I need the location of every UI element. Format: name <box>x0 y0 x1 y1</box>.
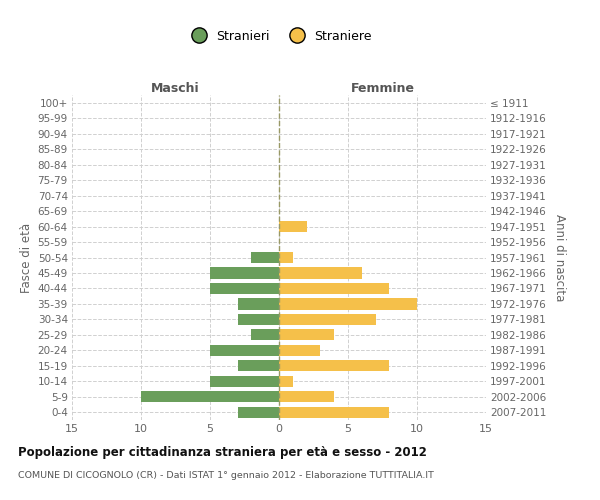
Bar <box>251 252 279 263</box>
Text: Maschi: Maschi <box>151 82 200 95</box>
Bar <box>279 268 362 278</box>
Bar <box>279 314 376 325</box>
Bar <box>210 345 279 356</box>
Bar <box>141 391 279 402</box>
Y-axis label: Fasce di età: Fasce di età <box>20 222 34 292</box>
Text: Popolazione per cittadinanza straniera per età e sesso - 2012: Popolazione per cittadinanza straniera p… <box>18 446 427 459</box>
Y-axis label: Anni di nascita: Anni di nascita <box>553 214 566 301</box>
Bar <box>210 376 279 387</box>
Bar <box>279 391 334 402</box>
Bar <box>279 376 293 387</box>
Bar <box>238 406 279 418</box>
Bar <box>238 360 279 372</box>
Legend: Stranieri, Straniere: Stranieri, Straniere <box>186 30 372 43</box>
Bar <box>238 298 279 310</box>
Bar <box>210 283 279 294</box>
Bar <box>279 252 293 263</box>
Bar <box>279 345 320 356</box>
Text: COMUNE DI CICOGNOLO (CR) - Dati ISTAT 1° gennaio 2012 - Elaborazione TUTTITALIA.: COMUNE DI CICOGNOLO (CR) - Dati ISTAT 1°… <box>18 471 434 480</box>
Bar <box>238 314 279 325</box>
Bar <box>279 406 389 418</box>
Bar <box>251 330 279 340</box>
Bar <box>279 298 417 310</box>
Bar <box>279 221 307 232</box>
Bar <box>279 360 389 372</box>
Text: Femmine: Femmine <box>350 82 415 95</box>
Bar <box>279 283 389 294</box>
Bar <box>279 330 334 340</box>
Bar <box>210 268 279 278</box>
